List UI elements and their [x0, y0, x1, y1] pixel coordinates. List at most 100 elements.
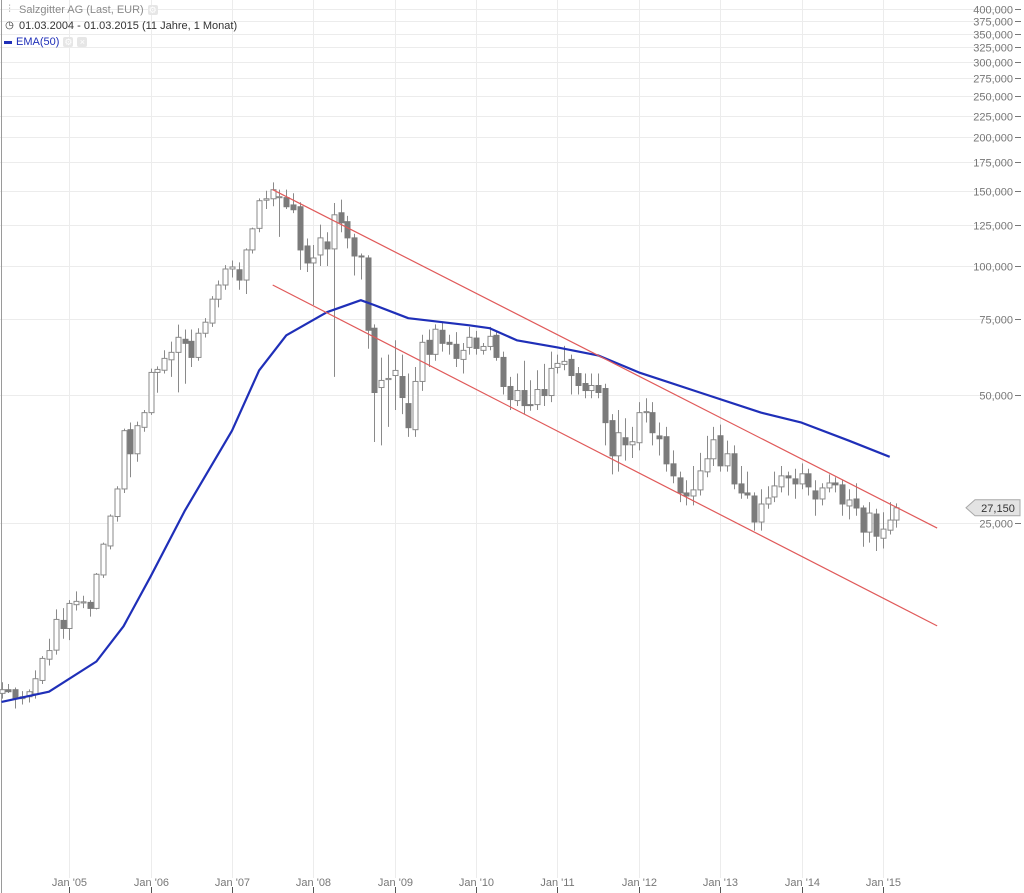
candle-body-down: [338, 212, 345, 224]
y-tick-label: 200,000: [973, 133, 1013, 145]
y-tick-label: 300,000: [973, 58, 1013, 70]
y-tick-label: 175,000: [973, 158, 1013, 170]
candle-body-down: [365, 257, 372, 331]
candle-body-up: [846, 499, 853, 507]
x-tick-label: Jan '06: [134, 877, 169, 889]
candle: [283, 189, 290, 209]
candle: [561, 345, 568, 371]
candle: [310, 244, 317, 306]
candle: [175, 324, 182, 393]
candle-body-down: [358, 255, 365, 258]
candle-body-up: [819, 487, 826, 500]
candle-body-up: [826, 482, 833, 489]
candle: [236, 262, 243, 290]
candle-body-up: [114, 488, 121, 518]
gear-icon[interactable]: ⚙: [147, 5, 158, 15]
candle-body-down: [717, 435, 724, 467]
candle: [568, 354, 575, 395]
candle: [412, 367, 419, 437]
candle: [758, 489, 765, 531]
y-tick-label: 150,000: [973, 187, 1013, 199]
candle: [297, 202, 304, 270]
candle-body-down: [283, 197, 290, 208]
candle: [331, 202, 338, 377]
candle: [548, 351, 555, 403]
trendlines[interactable]: [272, 189, 938, 627]
candle: [154, 366, 161, 393]
candle-body-down: [609, 420, 616, 457]
x-tick-label: Jan '14: [785, 877, 820, 889]
y-tick-label: 250,000: [973, 92, 1013, 104]
x-tick-label: Jan '11: [540, 877, 574, 889]
candle: [480, 343, 487, 355]
candle: [554, 354, 561, 374]
candle: [880, 512, 887, 549]
candle-body-up: [46, 650, 53, 660]
candle: [663, 426, 670, 472]
candle-body-down: [792, 478, 799, 485]
candle-body-down: [344, 221, 351, 239]
candle: [249, 227, 256, 254]
candle-body-down: [582, 382, 589, 392]
x-tick-label: Jan '05: [52, 877, 87, 889]
candle-body-up: [643, 411, 650, 414]
candle-body-up: [704, 458, 711, 473]
candle-body-up: [799, 473, 806, 485]
candle: [385, 354, 392, 427]
candle: [595, 373, 602, 399]
candle-body-up: [93, 573, 100, 609]
candle: [161, 350, 168, 374]
candle-body-up: [460, 349, 467, 360]
candle: [873, 508, 880, 552]
candle: [87, 600, 94, 617]
candle: [527, 380, 534, 411]
candle-body-up: [32, 678, 39, 695]
candle: [148, 368, 155, 415]
candle-body-up: [548, 367, 555, 397]
candle: [846, 489, 853, 520]
candle-body-up: [0, 689, 6, 694]
candle-body-down: [439, 329, 446, 344]
candle-body-down: [304, 245, 311, 264]
close-icon[interactable]: ×: [77, 37, 88, 47]
candle-body-up: [778, 475, 785, 488]
candle-body-down: [731, 453, 738, 485]
candle: [202, 318, 209, 338]
candle: [460, 343, 467, 374]
candle: [819, 483, 826, 506]
candle: [107, 514, 114, 550]
candle: [656, 422, 663, 456]
candle-body-up: [73, 600, 80, 606]
candle: [805, 468, 812, 496]
candle-body-up: [615, 432, 622, 457]
chart-type-icon[interactable]: ⫶: [8, 4, 11, 15]
candle: [263, 190, 270, 209]
ema-legend-label[interactable]: EMA(50): [16, 36, 60, 48]
candle: [493, 332, 500, 361]
candle-body-up: [710, 439, 717, 460]
candle-body-up: [697, 470, 704, 491]
candle-body-up: [249, 228, 256, 251]
candle: [100, 542, 107, 578]
candle-body-up: [202, 321, 209, 334]
candle: [514, 373, 521, 407]
candle: [643, 398, 650, 423]
candle-body-down: [87, 601, 94, 609]
candle: [317, 224, 324, 266]
date-range[interactable]: 01.03.2004 - 01.03.2015 (11 Jahre, 1 Mon…: [19, 20, 238, 32]
candle-body-down: [446, 341, 453, 345]
candle: [649, 402, 656, 446]
candle-body-up: [385, 377, 392, 381]
candle-body-up: [392, 369, 399, 377]
candle: [344, 215, 351, 249]
ema50-line: [1, 299, 891, 703]
candle-body-up: [880, 528, 887, 539]
candle-body-down: [324, 241, 331, 250]
ema-series: [1, 299, 891, 703]
candle: [832, 477, 839, 493]
candle-body-up: [866, 512, 873, 533]
candle: [466, 326, 473, 355]
gear-icon[interactable]: ⚙: [63, 37, 74, 47]
